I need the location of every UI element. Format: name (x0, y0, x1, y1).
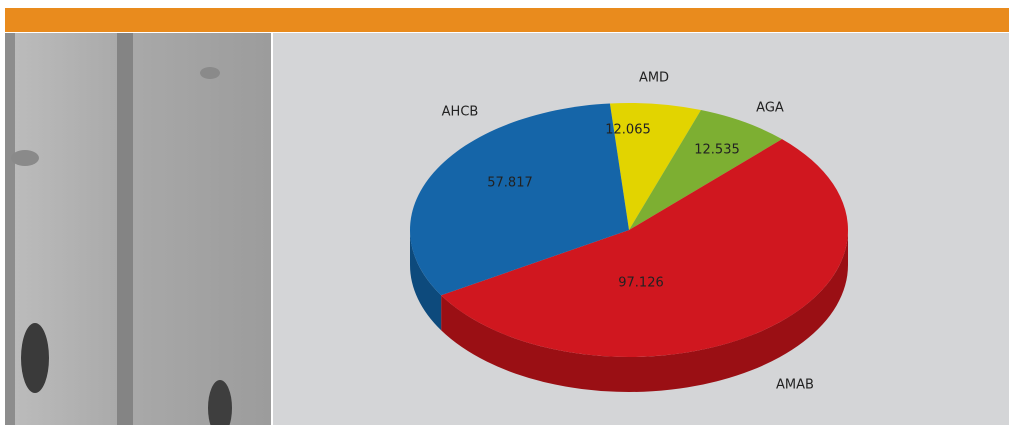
value-label: 57.817 (487, 176, 533, 191)
chart: 12.065 AMD 12.535 AGA 97.126 AMAB 57.817 AHCB (0, 0, 1014, 425)
category-label: AMD (639, 71, 669, 86)
value-label: 97.126 (618, 276, 664, 291)
page: 12.065AMD12.535AGA97.126AMAB57.817AHCB (… (0, 0, 1014, 425)
category-label: AMAB (776, 378, 814, 393)
category-label: AHCB (442, 105, 479, 120)
value-label: 12.065 (605, 123, 651, 138)
value-label: 12.535 (694, 143, 740, 158)
category-label: AGA (756, 101, 784, 116)
